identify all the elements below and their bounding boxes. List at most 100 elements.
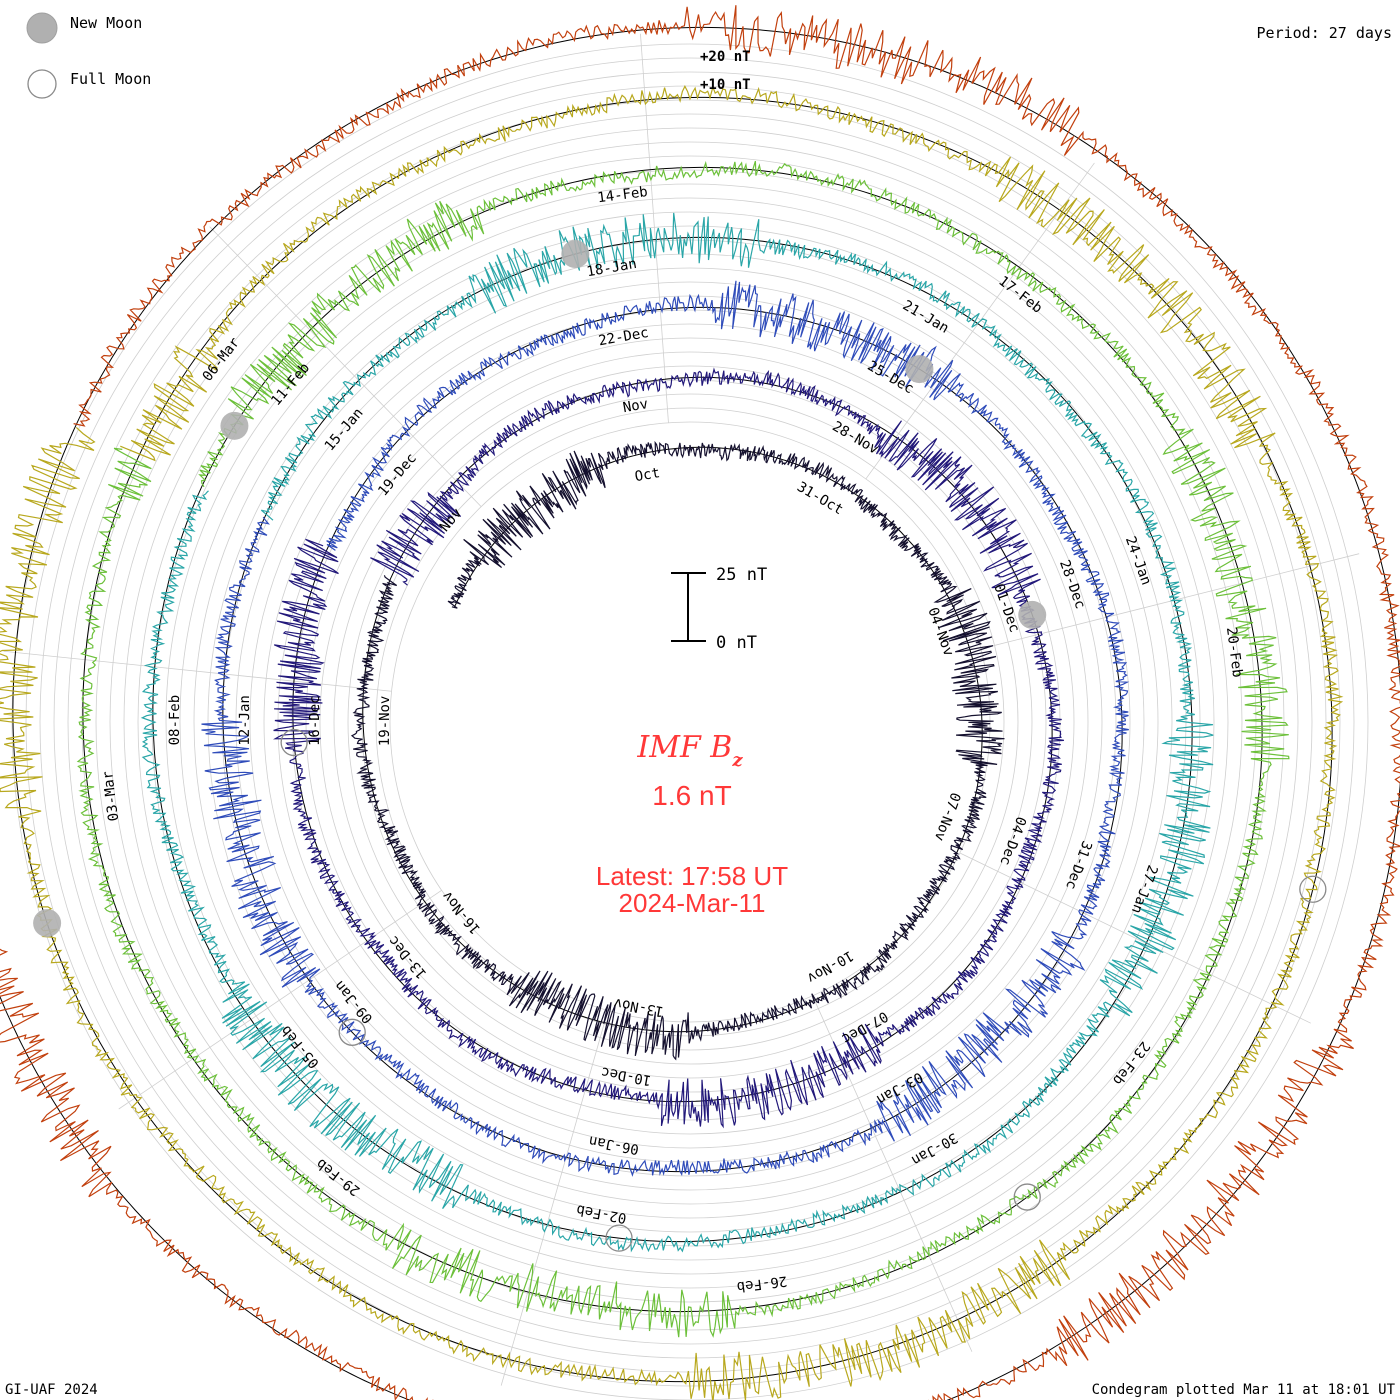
period-label: Period: 27 days (1257, 24, 1392, 42)
date-label: Nov (622, 396, 650, 416)
grid-ring (137, 169, 1243, 1275)
date-label: 03-Jan (874, 1068, 926, 1107)
rotation-4-series (140, 212, 1214, 1253)
rotation-3-series (201, 280, 1130, 1177)
date-label: 07-Nov (931, 790, 963, 843)
grid-ring (53, 85, 1327, 1359)
grid-ring (375, 407, 1005, 1037)
date-label: 13-Nov (612, 995, 665, 1020)
grid-ring (11, 43, 1369, 1400)
date-label: 11-Feb (268, 360, 313, 409)
grid-ring (333, 365, 1047, 1079)
day-spoke (500, 1010, 609, 1386)
latest-date: 2024-Mar-11 (619, 888, 766, 918)
full-moon-marker (1013, 1183, 1041, 1211)
day-spoke (118, 889, 442, 1110)
rotation-6-series (0, 84, 1344, 1400)
grid-ring (25, 57, 1355, 1387)
grid-ring (389, 421, 991, 1023)
day-spoke (3, 650, 392, 692)
rotation-5-series (76, 160, 1290, 1338)
date-label: 27-Jan (1128, 863, 1160, 916)
date-label: 16-Dec (307, 695, 323, 746)
date-label: 03-Mar (100, 770, 122, 822)
grid-ring (221, 253, 1159, 1191)
new-moon-icon (26, 12, 58, 44)
rotation-2-series (272, 367, 1064, 1129)
grid-ring (347, 379, 1033, 1065)
legend-new-moon: New Moon (70, 14, 142, 32)
grid-ring (319, 351, 1061, 1093)
date-label: 26-Feb (736, 1272, 788, 1294)
plotted-timestamp: Condegram plotted Mar 11 at 18:01 UT (1092, 1382, 1396, 1398)
new-moon-marker (1018, 600, 1047, 629)
scale-bar-bottom-label: 0 nT (716, 633, 757, 653)
grid-ring (123, 155, 1257, 1289)
credit: GI-UAF 2024 (5, 1382, 98, 1398)
full-moon-marker (280, 728, 308, 757)
chart-title-subscript: z (731, 750, 743, 771)
date-label: 12-Jan (237, 695, 253, 746)
date-label: Oct (634, 465, 662, 485)
date-label: 19-Dec (375, 450, 420, 499)
new-moon-marker (561, 240, 590, 269)
date-label: 04-Dec (996, 814, 1028, 867)
date-label: 10-Nov (804, 947, 856, 986)
legend-full-moon: Full Moon (70, 70, 151, 88)
date-label: 16-Nov (439, 888, 484, 937)
grid-ring (361, 393, 1019, 1051)
date-label: 04-Nov (924, 605, 956, 658)
full-moon-marker (338, 1018, 366, 1046)
chart-title-main: IMF B (636, 730, 732, 765)
new-moon-marker (905, 355, 934, 384)
scale-bar-top-label: 25 nT (716, 565, 767, 585)
new-moon-marker (220, 411, 249, 440)
grid-ring (249, 281, 1131, 1163)
latest-time: Latest: 17:58 UT (596, 861, 788, 891)
grid-ring (39, 71, 1341, 1373)
day-spoke (980, 553, 1360, 650)
date-label: 24-Jan (1122, 534, 1154, 587)
full-moon-marker (1299, 875, 1327, 903)
grid-ring (291, 323, 1089, 1121)
date-label: 28-Nov (829, 419, 881, 458)
date-label: 31-Oct (794, 479, 846, 518)
polar-grid (11, 43, 1369, 1400)
grid-ring (277, 309, 1103, 1135)
grid-ring (179, 211, 1201, 1233)
date-label: 18-Jan (585, 256, 638, 280)
legend: New Moon Full Moon (26, 12, 151, 99)
rotation-1-series (350, 440, 1005, 1061)
date-label: 31-Dec (1062, 839, 1094, 892)
date-label: 07-Dec (839, 1008, 891, 1047)
chart-title: IMF Bz (636, 730, 743, 771)
date-label: 01-Dec (990, 582, 1022, 635)
ring-label-plus10: +10 nT (700, 77, 751, 93)
baseline-spiral-path (0, 26, 1400, 1400)
bz-series (0, 5, 1400, 1400)
grid-ring (95, 127, 1285, 1317)
date-label: 20-Feb (1223, 626, 1245, 678)
date-label: 02-Feb (575, 1201, 628, 1226)
date-label: 06-Jan (588, 1132, 641, 1157)
date-label: 21-Jan (900, 298, 952, 337)
baseline-spiral (0, 26, 1400, 1400)
day-spoke (209, 226, 482, 507)
grid-ring (165, 197, 1215, 1247)
current-value: 1.6 nT (652, 780, 731, 811)
full-moon-marker (605, 1224, 633, 1252)
date-label: 10-Dec (600, 1063, 653, 1088)
grid-ring (305, 337, 1075, 1107)
new-moon-marker (33, 909, 62, 938)
moon-markers (33, 240, 1327, 1252)
ring-label-plus20: +20 nT (700, 49, 751, 65)
date-label: 19-Nov (377, 696, 393, 747)
rotation-7-series (0, 5, 1400, 1400)
grid-ring (151, 183, 1229, 1261)
full-moon-icon (27, 69, 57, 99)
scale-bar: 25 nT 0 nT (671, 565, 767, 653)
date-label: 22-Dec (597, 325, 650, 349)
date-label: 08-Feb (167, 695, 183, 746)
day-spoke (640, 33, 669, 423)
